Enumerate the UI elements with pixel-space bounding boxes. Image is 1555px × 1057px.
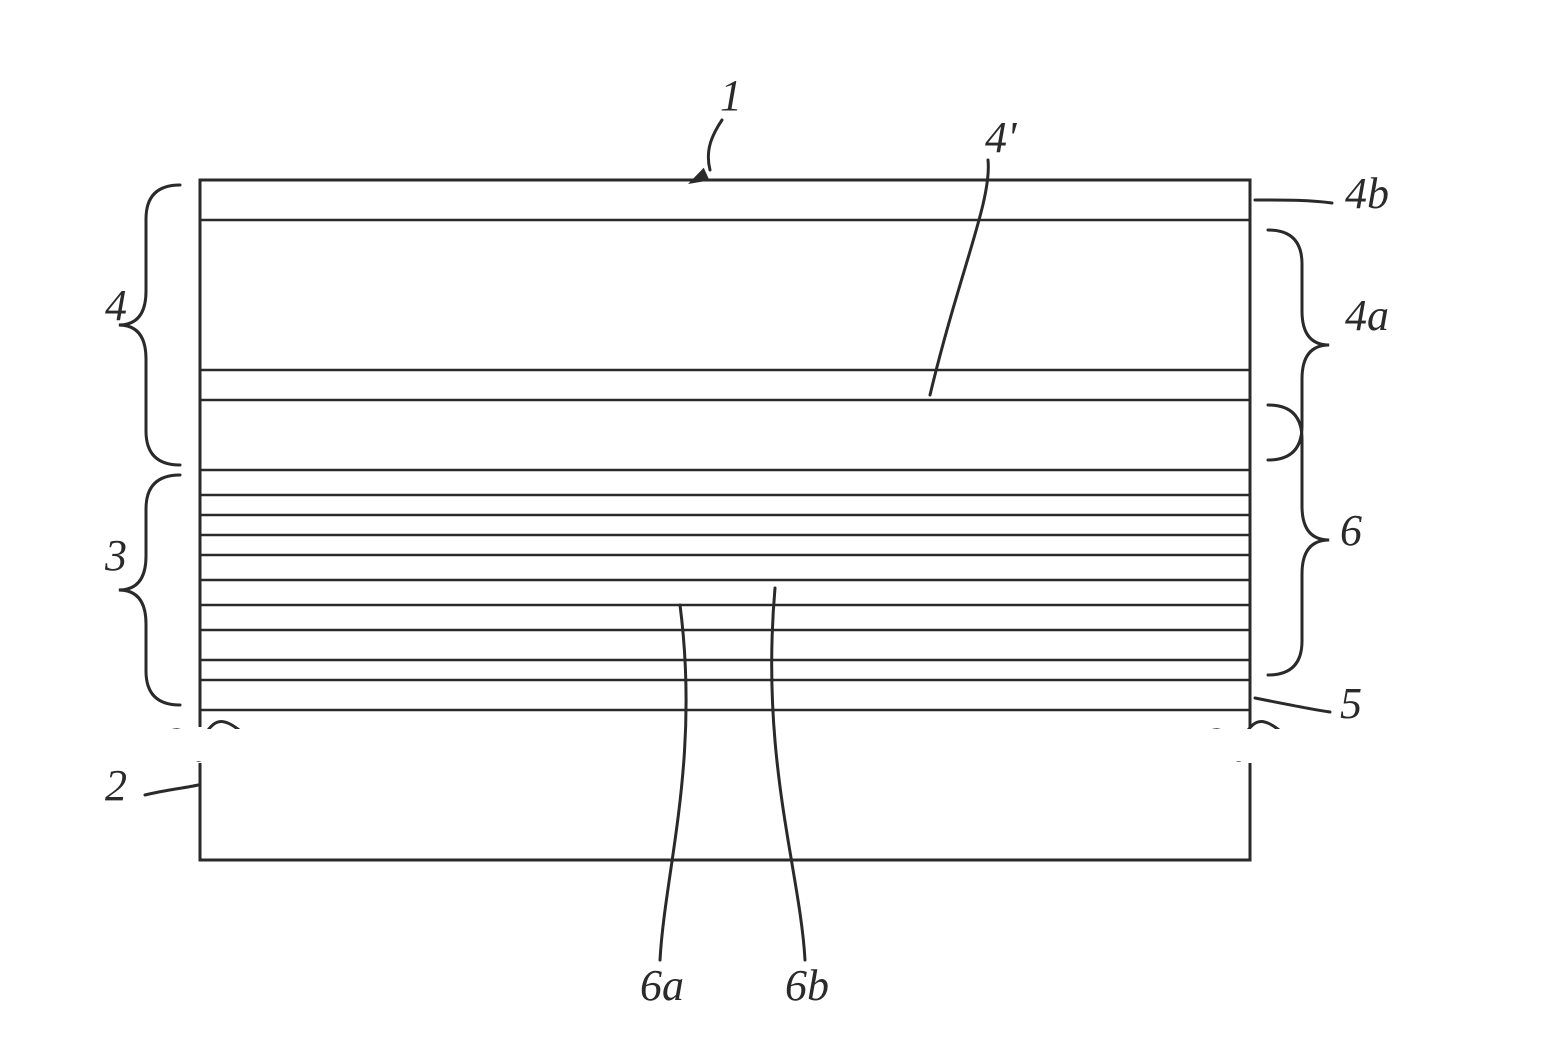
- label-L2: 2: [105, 761, 127, 810]
- stack-outline: [200, 180, 1250, 860]
- label-L3: 3: [104, 531, 127, 580]
- lead-lead6a: [660, 605, 686, 960]
- label-L5: 5: [1340, 679, 1362, 728]
- lead-lead2: [145, 785, 198, 795]
- brace-4: [119, 185, 180, 465]
- label-L1: 1: [720, 71, 742, 120]
- lead-lead4b: [1255, 200, 1332, 203]
- lead-lead5: [1255, 698, 1330, 712]
- brace-3: [119, 475, 180, 705]
- label-L6a: 6a: [640, 961, 684, 1010]
- break-mark-gap: [1199, 729, 1291, 761]
- label-L6b: 6b: [785, 961, 829, 1010]
- label-L4b: 4b: [1345, 169, 1389, 218]
- lead-lead6b: [772, 588, 805, 960]
- label-L4prime: 4': [985, 113, 1018, 162]
- lead-lead4prime: [930, 160, 988, 395]
- break-mark-gap: [159, 729, 251, 761]
- label-L4: 4: [105, 281, 127, 330]
- brace-4a: [1268, 230, 1329, 460]
- label-L4a: 4a: [1345, 291, 1389, 340]
- lead-lead1: [708, 120, 722, 170]
- label-L6: 6: [1340, 506, 1362, 555]
